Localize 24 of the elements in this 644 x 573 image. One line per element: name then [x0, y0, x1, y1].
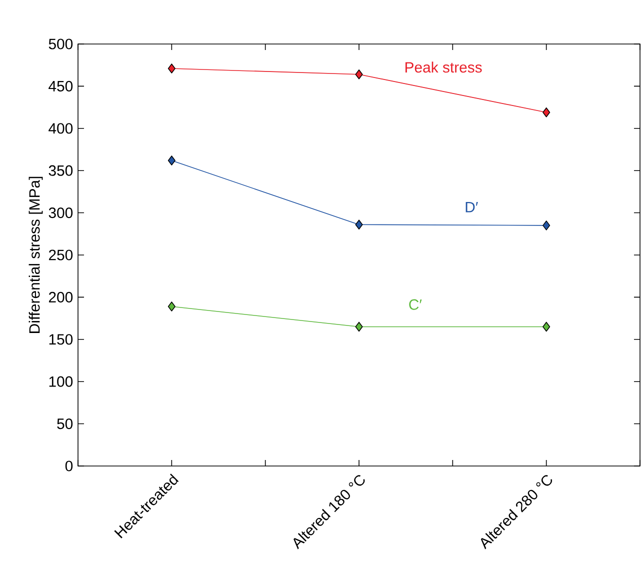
- point: [542, 107, 550, 118]
- point: [168, 64, 176, 74]
- y-tick-label: 300: [48, 207, 73, 218]
- y-tick-label: 50: [57, 418, 73, 430]
- point: [355, 220, 363, 230]
- y-tick-label: 150: [49, 334, 73, 345]
- y-tick-label: 450: [48, 80, 73, 92]
- point: [542, 322, 550, 332]
- y-tick-label: 350: [48, 165, 73, 176]
- point: [355, 322, 363, 332]
- series-label: C′: [409, 299, 422, 310]
- point: [542, 220, 550, 230]
- y-axis-title: Differential stress [MPa]: [28, 176, 43, 333]
- point: [355, 69, 363, 80]
- point: [168, 156, 176, 166]
- y-tick-label: 250: [48, 250, 73, 260]
- point: [168, 302, 176, 312]
- y-tick-label: 400: [48, 123, 73, 134]
- y-tick-label: 200: [48, 292, 73, 302]
- series-label: D′: [466, 202, 478, 212]
- y-tick-label: 500: [48, 38, 73, 50]
- y-tick-label: 100: [49, 376, 73, 387]
- legend-label: Peak stress: [405, 62, 482, 73]
- y-tick-label: 0: [65, 460, 73, 472]
